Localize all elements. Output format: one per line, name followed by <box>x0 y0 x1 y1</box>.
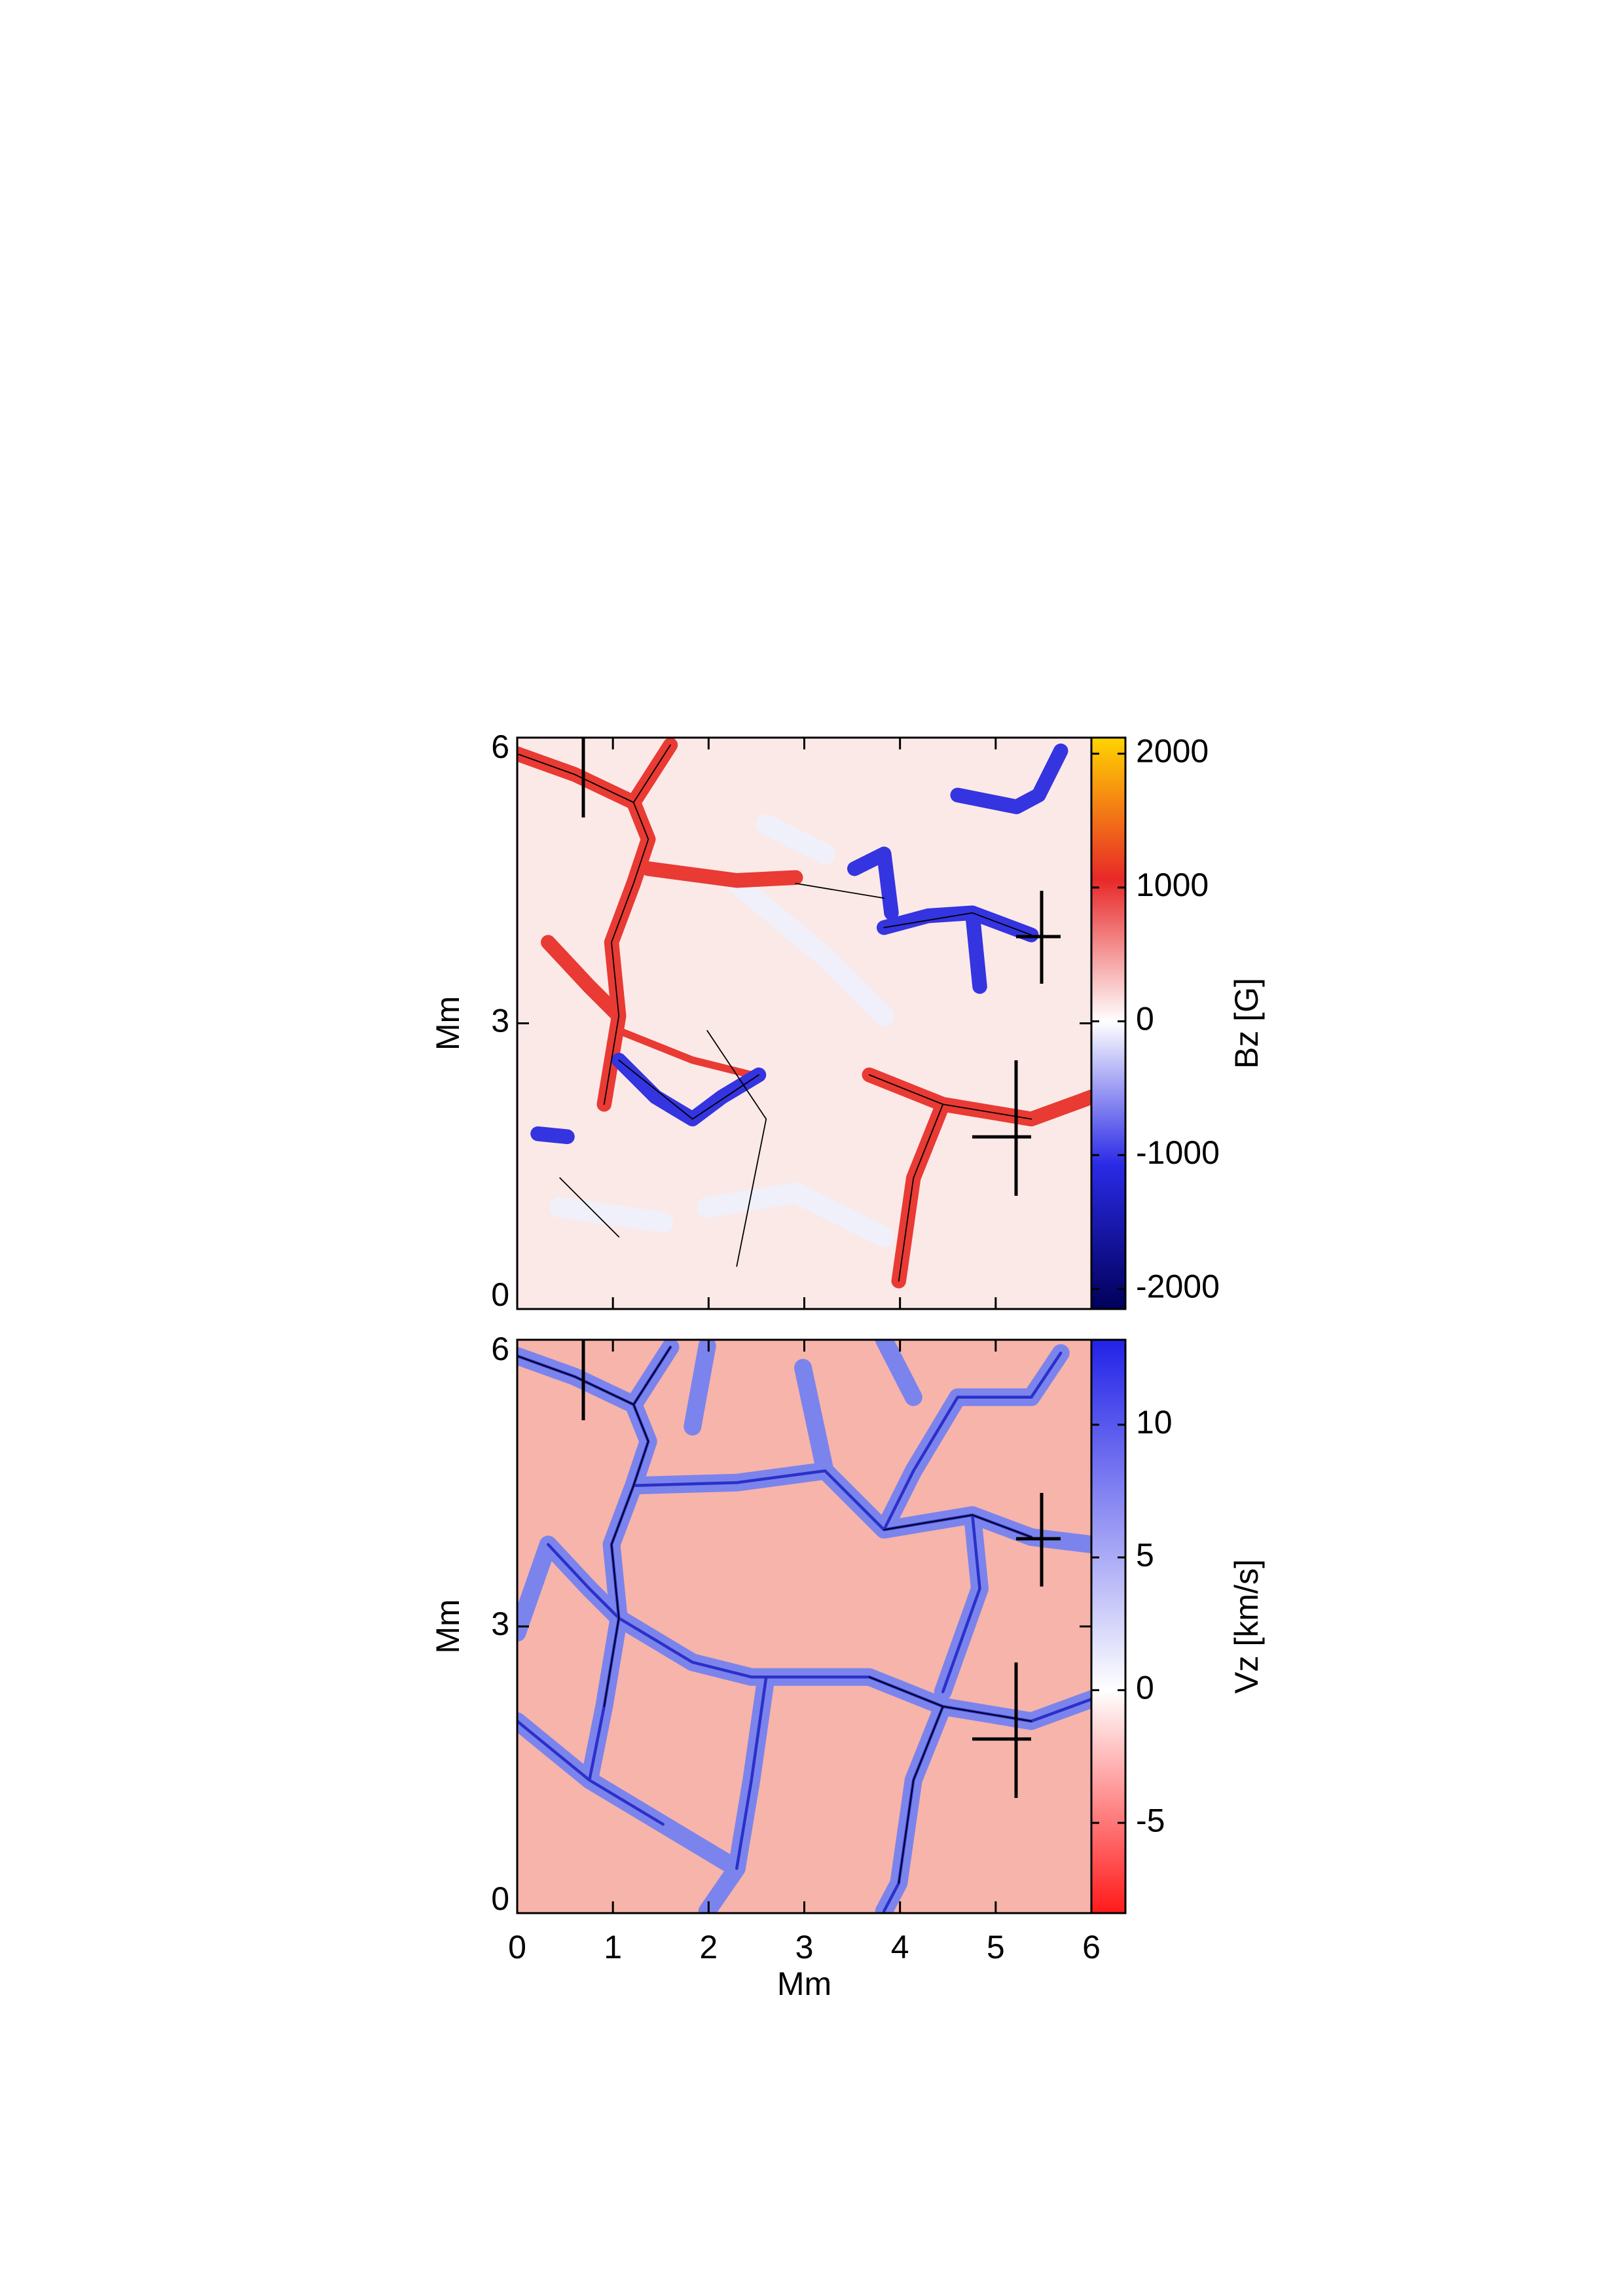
y-tick-label: 3 <box>491 1003 509 1039</box>
x-tick-label: 1 <box>604 1929 622 1965</box>
colorbar-tick-label: 0 <box>1136 1670 1154 1706</box>
colorbar-tick-label: 5 <box>1136 1537 1154 1573</box>
y-tick-label: 3 <box>491 1605 509 1642</box>
vz-field <box>517 1340 1091 1913</box>
colorbar-tick-label: 1000 <box>1136 867 1209 903</box>
colorbar-label: Bz [G] <box>1228 978 1265 1069</box>
markers <box>581 738 1061 1798</box>
y-tick-label: 6 <box>491 1331 509 1367</box>
x-tick-label: 4 <box>891 1929 909 1965</box>
y-tick-label: 0 <box>491 1276 509 1313</box>
colorbar-tick-label: 10 <box>1136 1404 1173 1441</box>
y-axis-label: Mm <box>429 996 466 1050</box>
y-tick-label: 6 <box>491 728 509 765</box>
x-tick-label: 2 <box>699 1929 718 1965</box>
colorbar <box>1090 1338 1127 1914</box>
x-tick-label: 0 <box>508 1929 526 1965</box>
y-axis-label: Mm <box>429 1599 466 1653</box>
colorbar-tick-label: -2000 <box>1136 1268 1220 1305</box>
colorbar-tick-label: -1000 <box>1136 1134 1220 1171</box>
colorbar-tick-label: 0 <box>1136 1001 1154 1037</box>
x-tick-label: 6 <box>1082 1929 1101 1965</box>
colorbar-tick-label: -5 <box>1136 1802 1165 1839</box>
x-axis-label: Mm <box>777 1965 831 2002</box>
colorbar-label: Vz [km/s] <box>1228 1559 1265 1694</box>
colorbar <box>1090 736 1127 1310</box>
colorbar-tick-label: 2000 <box>1136 733 1209 770</box>
y-tick-label: 0 <box>491 1880 509 1917</box>
bz-field <box>517 738 1091 1309</box>
x-tick-label: 5 <box>987 1929 1005 1965</box>
x-tick-label: 3 <box>795 1929 814 1965</box>
